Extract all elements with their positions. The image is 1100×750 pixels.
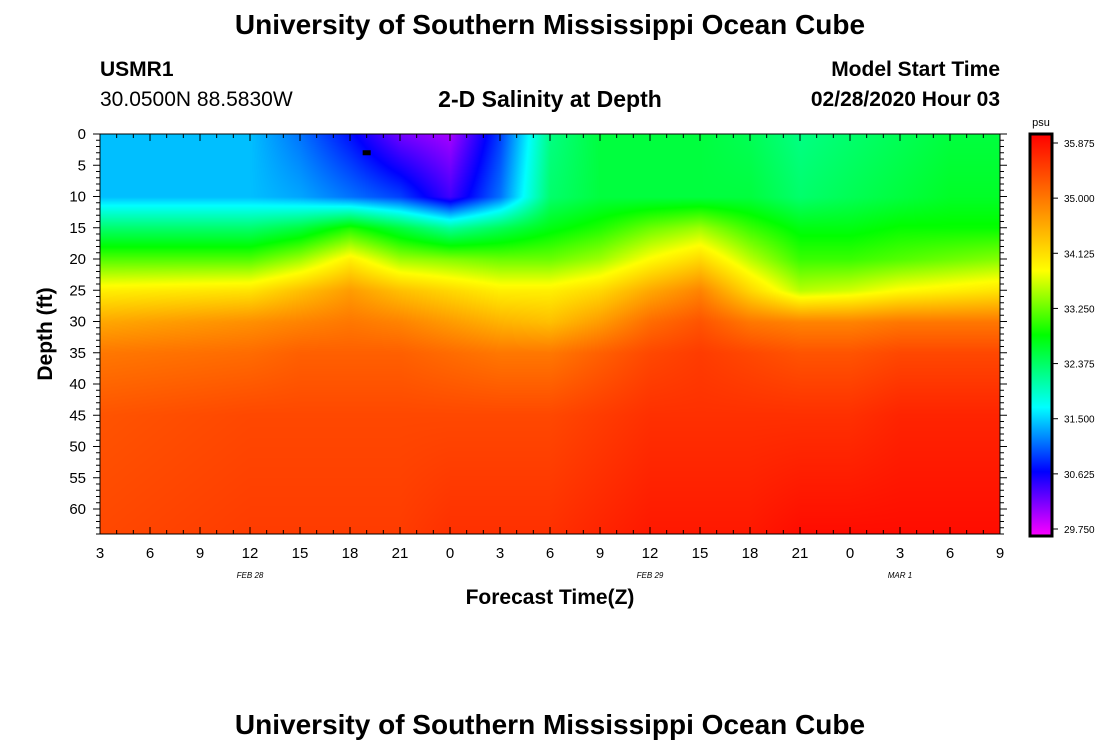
x-tick-label: 15 bbox=[292, 545, 309, 562]
x-tick-label: 9 bbox=[596, 545, 604, 562]
plot-title: 2-D Salinity at Depth bbox=[438, 86, 662, 112]
x-tick-label: 6 bbox=[146, 545, 154, 562]
footer-title: University of Southern Mississippi Ocean… bbox=[234, 709, 866, 740]
colorbar-tick-label: 33.250 bbox=[1064, 304, 1095, 315]
x-tick-label: 0 bbox=[446, 545, 454, 562]
x-tick-label: 3 bbox=[96, 545, 104, 562]
x-axis-label: Forecast Time(Z) bbox=[466, 586, 635, 609]
x-tick-label: 18 bbox=[742, 545, 759, 562]
salinity-heatmap bbox=[100, 134, 1000, 534]
x-tick-label: 12 bbox=[642, 545, 659, 562]
x-tick-label: 3 bbox=[896, 545, 904, 562]
y-tick-label: 45 bbox=[69, 407, 86, 424]
colorbar-tick-label: 32.375 bbox=[1064, 360, 1095, 371]
y-axis-label: Depth (ft) bbox=[34, 287, 57, 380]
y-tick-label: 60 bbox=[69, 501, 86, 518]
date-label: FEB 28 bbox=[237, 571, 264, 580]
y-tick-label: 0 bbox=[78, 126, 86, 143]
x-tick-label: 9 bbox=[196, 545, 204, 562]
colorbar-tick-label: 35.875 bbox=[1064, 139, 1095, 150]
date-label: FEB 29 bbox=[637, 571, 664, 580]
date-label: MAR 1 bbox=[888, 571, 912, 580]
model-start-label: Model Start Time bbox=[831, 58, 1000, 81]
y-tick-label: 15 bbox=[69, 220, 86, 237]
y-tick-label: 50 bbox=[69, 439, 86, 456]
y-tick-label: 40 bbox=[69, 376, 86, 393]
x-tick-label: 12 bbox=[242, 545, 259, 562]
x-tick-label: 9 bbox=[996, 545, 1004, 562]
colorbar-tick-label: 34.125 bbox=[1064, 249, 1095, 260]
x-tick-label: 3 bbox=[496, 545, 504, 562]
model-start-value: 02/28/2020 Hour 03 bbox=[810, 88, 1000, 111]
colorbar-tick-label: 30.625 bbox=[1064, 470, 1095, 481]
x-tick-label: 18 bbox=[342, 545, 359, 562]
y-tick-label: 10 bbox=[69, 189, 86, 206]
x-tick-label: 6 bbox=[946, 545, 954, 562]
colorbar-units: psu bbox=[1032, 117, 1050, 129]
page-title: University of Southern Mississippi Ocean… bbox=[234, 9, 866, 40]
colorbar bbox=[1028, 132, 1054, 538]
y-tick-label: 20 bbox=[69, 251, 86, 268]
data-marker bbox=[362, 150, 371, 156]
y-tick-label: 35 bbox=[69, 345, 86, 362]
station-id: USMR1 bbox=[100, 58, 174, 81]
y-tick-label: 5 bbox=[78, 157, 86, 174]
y-tick-label: 25 bbox=[69, 282, 86, 299]
colorbar-tick-label: 35.000 bbox=[1064, 194, 1095, 205]
colorbar-tick-label: 29.750 bbox=[1064, 525, 1095, 536]
x-tick-label: 21 bbox=[392, 545, 409, 562]
station-location: 30.0500N 88.5830W bbox=[100, 88, 293, 111]
y-tick-label: 30 bbox=[69, 314, 86, 331]
x-tick-label: 21 bbox=[792, 545, 809, 562]
x-tick-label: 0 bbox=[846, 545, 854, 562]
x-tick-label: 6 bbox=[546, 545, 554, 562]
x-tick-label: 15 bbox=[692, 545, 709, 562]
y-tick-label: 55 bbox=[69, 470, 86, 487]
colorbar-tick-label: 31.500 bbox=[1064, 415, 1095, 426]
